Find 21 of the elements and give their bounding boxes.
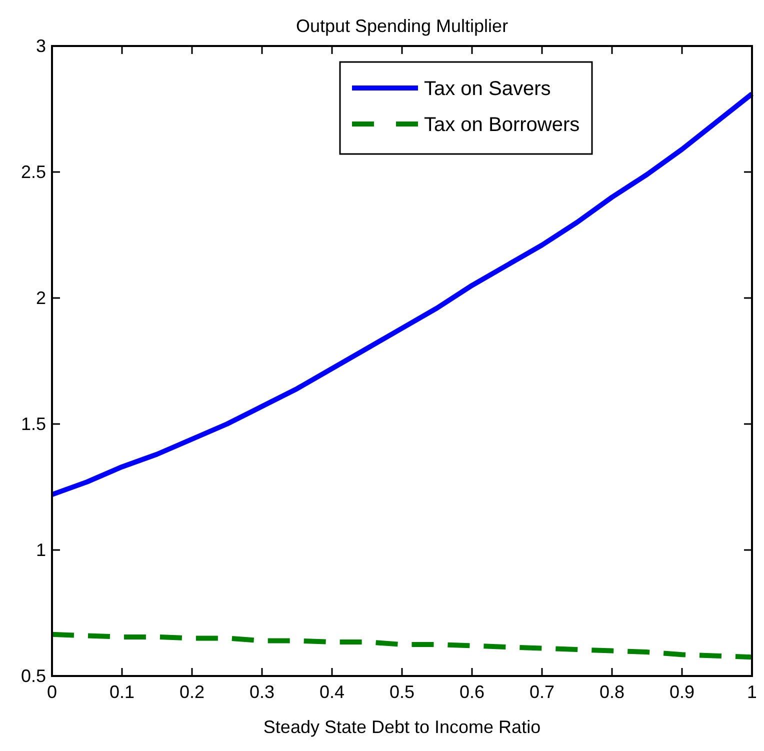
x-tick-label: 0.7 xyxy=(529,682,555,702)
legend-label: Tax on Savers xyxy=(424,78,551,100)
y-tick-label: 1 xyxy=(36,540,46,560)
y-tick-label: 0.5 xyxy=(20,666,46,686)
y-tick-label: 2.5 xyxy=(20,162,46,182)
x-tick-label: 0 xyxy=(46,682,58,702)
x-tick-label: 0.6 xyxy=(459,682,485,702)
chart-title: Output Spending Multiplier xyxy=(296,16,508,36)
x-tick-label: 1 xyxy=(746,682,758,702)
legend-label: Tax on Borrowers xyxy=(424,114,580,136)
x-axis-title: Steady State Debt to Income Ratio xyxy=(263,717,541,737)
x-tick-label: 0.1 xyxy=(109,682,135,702)
x-tick-label: 0.4 xyxy=(319,682,345,702)
x-tick-label: 0.8 xyxy=(599,682,625,702)
x-tick-label: 0.2 xyxy=(179,682,205,702)
y-tick-label: 3 xyxy=(36,36,46,56)
x-tick-label: 0.9 xyxy=(669,682,695,702)
y-tick-label: 2 xyxy=(36,288,46,308)
x-tick-label: 0.5 xyxy=(389,682,415,702)
y-tick-label: 1.5 xyxy=(20,414,46,434)
x-tick-label: 0.3 xyxy=(249,682,275,702)
